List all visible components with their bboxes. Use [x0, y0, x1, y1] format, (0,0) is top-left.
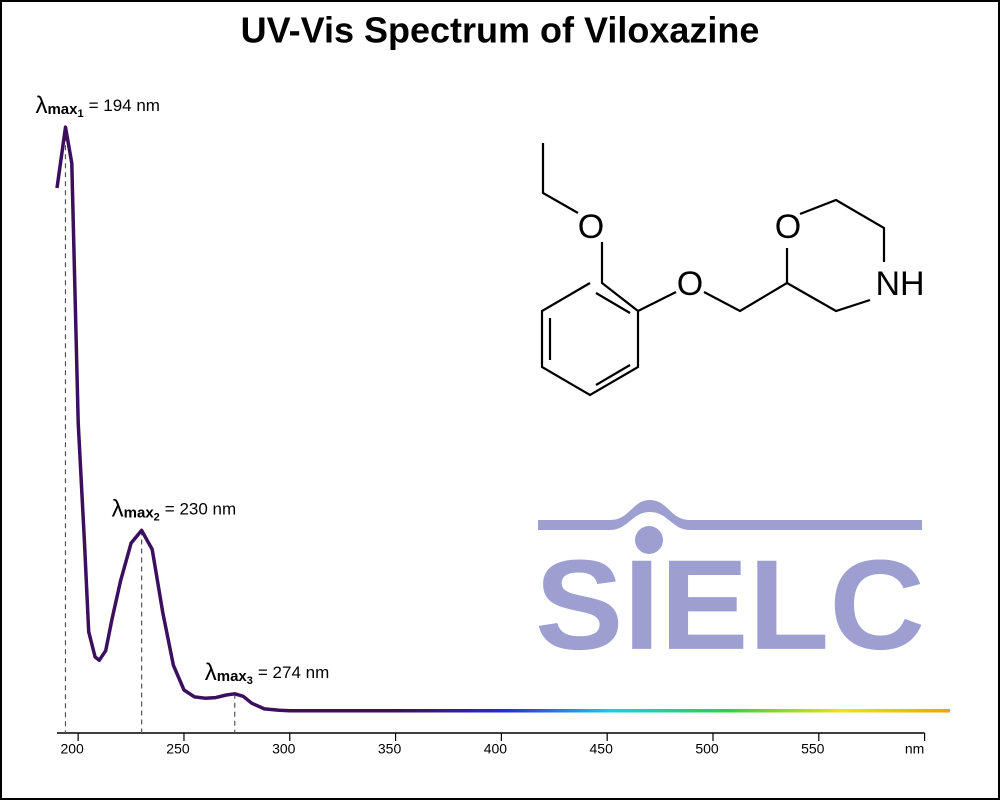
atom: O — [775, 208, 801, 246]
x-tick-label: 250 — [166, 741, 190, 757]
lambda: λ — [35, 93, 47, 120]
peak-value: = 274 nm — [258, 663, 329, 682]
lambda-index: 2 — [154, 511, 160, 523]
lambda-sub: max — [217, 668, 248, 685]
x-tick-label: 550 — [801, 741, 825, 757]
lambda: λ — [205, 659, 217, 686]
atom: O — [677, 265, 703, 303]
x-tick-label: 450 — [590, 741, 614, 757]
peak-label: λmax1 = 194 nm — [35, 93, 160, 121]
peak-label: λmax3 = 274 nm — [205, 659, 330, 687]
x-tick-label: 300 — [272, 741, 296, 757]
bonds — [540, 143, 886, 397]
lambda-index: 1 — [77, 108, 83, 120]
spectrum-line — [55, 125, 950, 713]
x-tick-label: 400 — [484, 741, 508, 757]
x-tick-label: 200 — [60, 741, 84, 757]
chart-title: UV-Vis Spectrum of Viloxazine — [241, 10, 760, 51]
logo: SIELC — [535, 500, 925, 677]
logo-dot — [635, 526, 663, 554]
double-bonds — [548, 292, 631, 386]
structure: O O O NH — [540, 143, 925, 397]
peak-value: = 230 nm — [165, 500, 236, 519]
atom: O — [578, 208, 604, 246]
atom: NH — [875, 265, 924, 303]
lambda-sub: max — [47, 101, 78, 118]
peak-label: λmax2 = 230 nm — [112, 496, 237, 524]
peak-value: = 194 nm — [89, 97, 160, 116]
lambda: λ — [112, 496, 124, 523]
x-tick-label: 500 — [695, 741, 719, 757]
logo-text: SIELC — [535, 534, 925, 677]
x-tick-label: nm — [905, 741, 924, 757]
x-tick-label: 350 — [378, 741, 402, 757]
lambda-sub: max — [124, 504, 155, 521]
lambda-index: 3 — [247, 675, 253, 687]
logo-arc — [538, 500, 922, 530]
